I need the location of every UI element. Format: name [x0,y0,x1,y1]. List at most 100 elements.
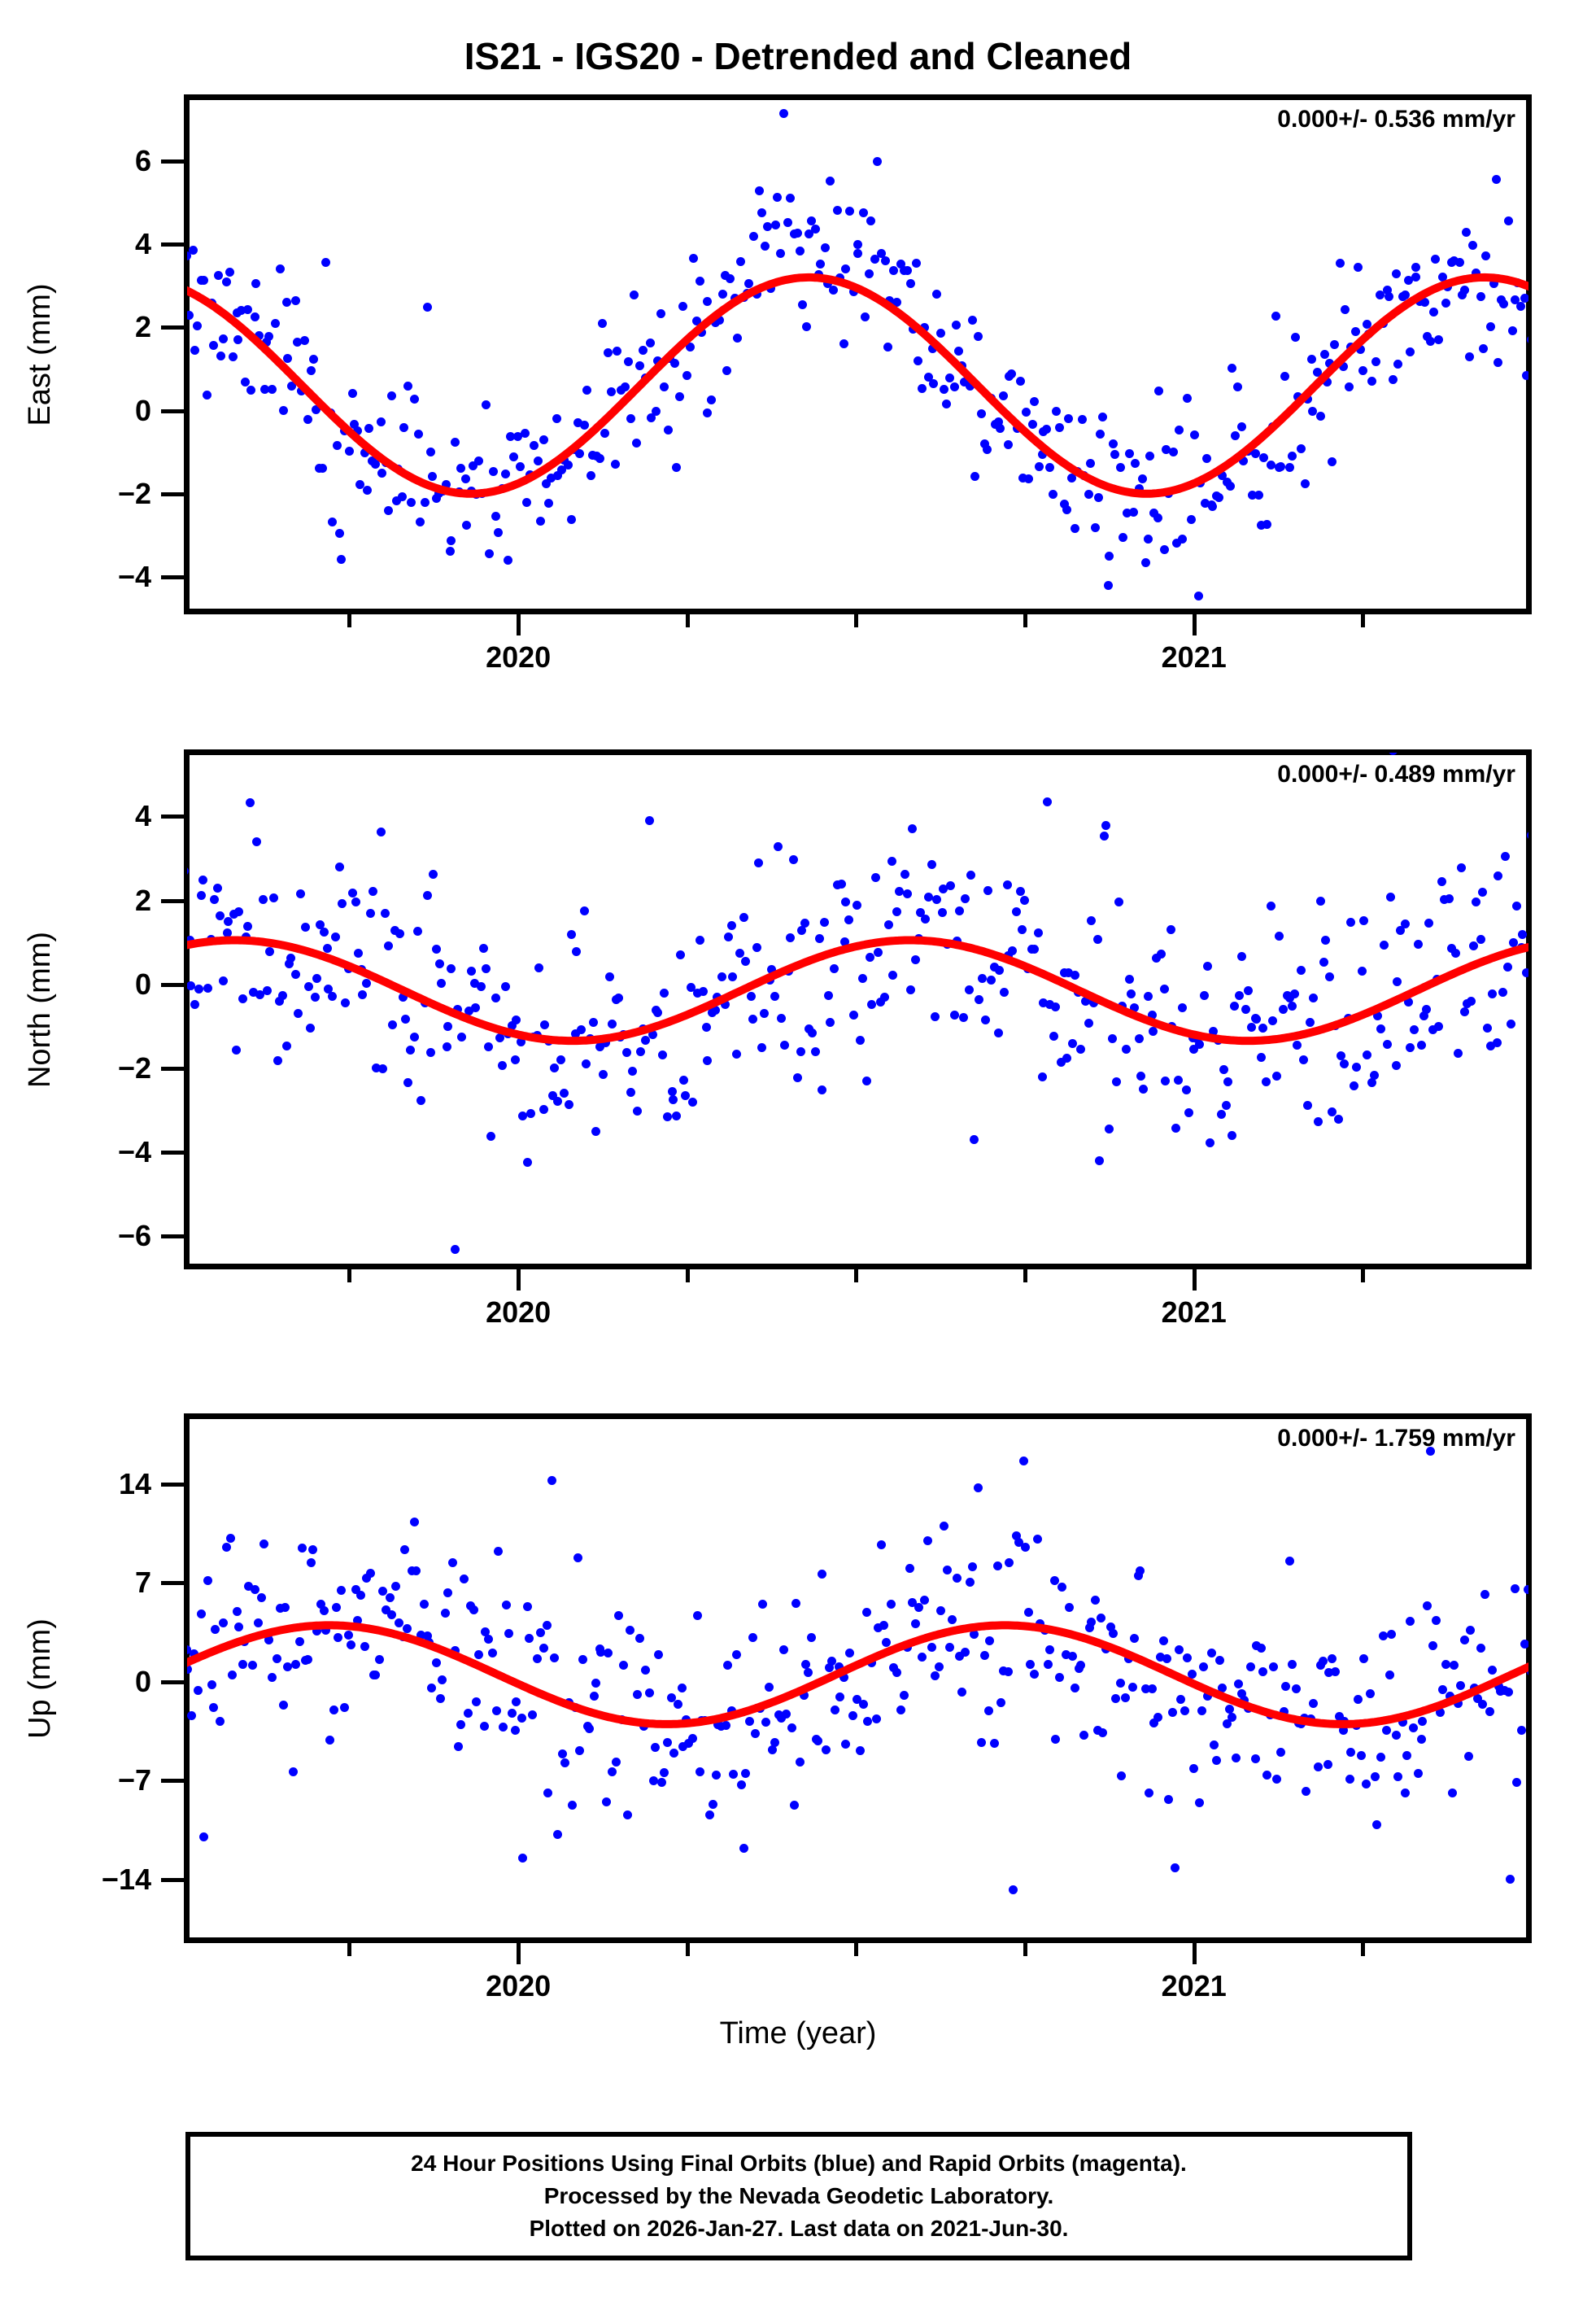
data-point [980,1650,990,1660]
data-point [739,912,748,922]
data-point [1199,990,1209,1000]
data-point [1508,937,1518,947]
data-point [203,984,213,994]
data-point [381,1605,390,1614]
data-point [425,447,435,456]
data-point [1014,1538,1023,1548]
data-point [1319,1656,1328,1666]
data-point [921,915,931,924]
data-point [1414,1768,1424,1778]
data-point [595,1042,605,1051]
data-point [899,1691,909,1701]
data-point [517,1112,527,1121]
data-point [920,322,930,332]
data-point [840,1739,850,1749]
data-point [1472,268,1481,277]
data-point [1251,1754,1261,1763]
data-point [279,406,289,416]
data-point [1493,871,1502,881]
data-point [1258,1667,1267,1677]
data-point [607,1019,617,1029]
data-point [800,918,810,928]
data-point [848,1710,858,1720]
y-tick-label: 0 [134,967,151,1001]
data-point [911,258,921,268]
data-point [250,1585,259,1595]
data-point [508,1709,517,1719]
data-point [607,1767,617,1776]
y-tick-label: 14 [118,1466,151,1500]
data-point [456,1719,466,1729]
data-point [940,384,949,394]
data-point [1400,1788,1410,1797]
data-point [1098,1728,1108,1738]
data-point [1340,1059,1350,1069]
data-point [884,919,894,929]
rate-annotation: 0.000+/- 0.536 mm/yr [1277,106,1515,133]
data-point [289,1767,299,1777]
data-point [695,277,704,286]
data-point [976,408,986,418]
y-tick-label: 2 [134,310,151,344]
data-point [1357,966,1367,976]
data-point [1254,491,1263,500]
data-point [1174,425,1184,435]
data-point [194,1686,203,1696]
data-point [721,999,730,1009]
data-point [1280,1682,1290,1692]
data-point [376,417,386,426]
data-point [1521,371,1528,381]
data-point [861,312,870,322]
data-point [491,993,501,1002]
data-point [1527,830,1528,840]
data-point [678,1075,688,1085]
data-point [1076,1661,1086,1671]
data-point [960,377,970,387]
data-point [1018,473,1027,483]
data-point [1506,1874,1515,1884]
data-point [504,1628,513,1638]
data-point [1445,894,1454,904]
data-point [1278,1005,1288,1015]
data-point [1285,462,1295,472]
data-point [1033,1535,1043,1544]
data-point [692,989,702,998]
data-point [796,925,806,935]
data-point [1403,275,1413,285]
data-point [1422,1601,1432,1610]
x-tick-mark-major [517,614,521,635]
data-point [1239,456,1249,466]
data-point [1104,1124,1114,1133]
data-point [826,176,835,186]
data-point [772,193,782,203]
y-tick-label: 7 [134,1566,151,1600]
data-point [474,456,484,465]
data-point [372,1063,382,1072]
data-point [663,1112,673,1122]
data-point [1338,361,1348,371]
data-point [1306,354,1316,364]
data-point [1516,1725,1526,1735]
data-point [384,505,394,515]
data-point [557,1749,567,1759]
data-point [1251,1015,1261,1024]
data-point [1016,377,1026,387]
data-point [691,316,701,325]
data-point [511,1725,521,1735]
data-point [795,246,805,255]
data-point [596,1648,606,1657]
data-point [1344,382,1354,392]
data-point [1268,1015,1278,1025]
data-point [566,515,576,524]
data-point [698,987,708,997]
data-point [1334,1114,1344,1124]
x-tick-mark-major [1192,1943,1197,1964]
data-point [1099,832,1109,841]
data-point [616,386,626,395]
data-point [442,480,451,490]
data-point [1122,508,1132,518]
data-point [924,893,934,902]
data-point [1109,439,1119,448]
data-point [222,928,232,937]
data-point [255,331,264,341]
